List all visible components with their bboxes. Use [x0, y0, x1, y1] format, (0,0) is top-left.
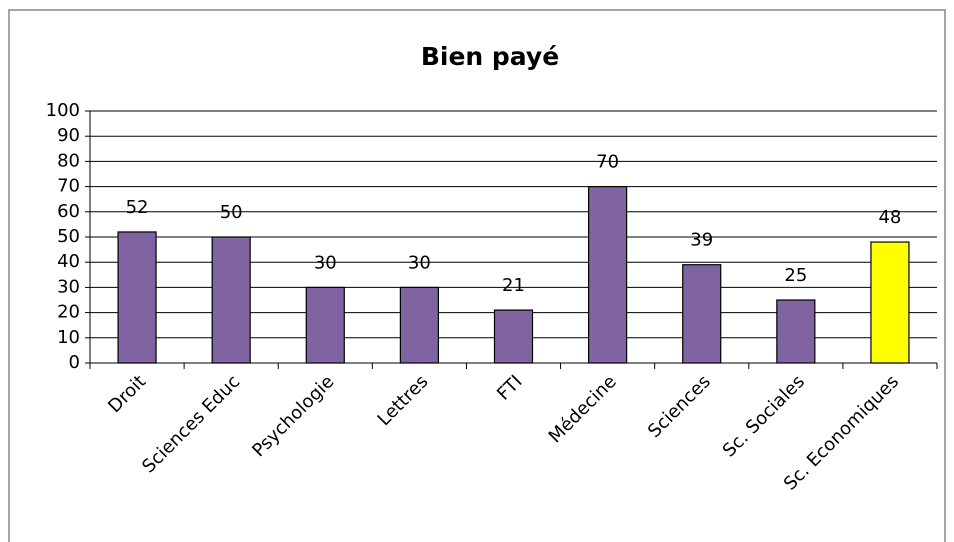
bar	[305, 286, 345, 364]
y-tick-label: 80	[57, 150, 80, 171]
bar	[117, 231, 157, 364]
data-label: 30	[408, 252, 431, 273]
bar	[588, 186, 628, 364]
y-tick-label: 100	[46, 100, 80, 121]
y-tick-label: 60	[57, 201, 80, 222]
y-tick-label: 30	[57, 276, 80, 297]
data-label: 25	[784, 265, 807, 286]
data-label: 50	[220, 202, 243, 223]
bar	[870, 241, 910, 364]
data-label: 30	[314, 252, 337, 273]
y-tick-label: 50	[57, 226, 80, 247]
data-label: 39	[690, 230, 713, 251]
data-label: 70	[596, 152, 619, 173]
bar	[682, 264, 722, 364]
y-tick-label: 40	[57, 251, 80, 272]
bar	[776, 299, 816, 364]
chart-frame	[8, 9, 946, 542]
data-label: 52	[126, 197, 149, 218]
y-tick-label: 90	[57, 125, 80, 146]
y-tick-label: 70	[57, 176, 80, 197]
y-tick-label: 20	[57, 302, 80, 323]
bar	[493, 309, 534, 364]
y-tick-label: 0	[69, 352, 80, 373]
data-label: 48	[878, 207, 901, 228]
y-tick-label: 10	[57, 327, 80, 348]
bar	[211, 236, 251, 364]
chart-title: Bien payé	[421, 42, 559, 71]
data-label: 21	[502, 275, 525, 296]
bar	[399, 286, 439, 364]
